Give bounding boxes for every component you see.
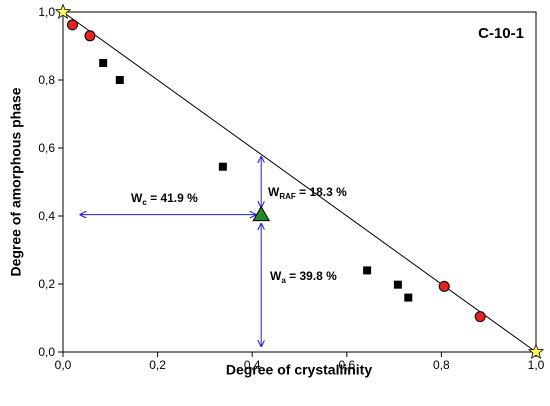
x-tick-label: 0,4 [244, 358, 261, 372]
square-point [99, 59, 108, 67]
y-axis-title: Degree of amorphous phase [8, 87, 24, 276]
square-point [393, 280, 402, 289]
y-tick-label: 0,0 [38, 345, 55, 359]
y-tick-label: 0,2 [38, 277, 55, 291]
reference-line [62, 11, 537, 353]
data-markers [54, 3, 545, 359]
square-point [218, 162, 227, 171]
y-tick-label: 1,0 [38, 5, 55, 19]
annotation-wa: Wa = 39.8 % [270, 269, 337, 285]
plot-frame [62, 11, 537, 353]
x-tick-label: 0,0 [55, 358, 72, 372]
y-tick-label: 0,8 [38, 73, 55, 87]
x-axis-title: Degree of crystallinity [226, 362, 372, 378]
x-tick-label: 1,0 [528, 358, 545, 372]
star-point [54, 3, 72, 19]
annotation-arrows [79, 156, 262, 347]
square-point [404, 293, 413, 302]
circle-point [66, 19, 78, 31]
chart-title: C-10-1 [478, 25, 524, 42]
y-tick-label: 0,6 [38, 141, 55, 155]
square-point [115, 76, 124, 84]
x-tick-label: 0,8 [433, 358, 450, 372]
y-tick-label: 0,4 [38, 209, 55, 223]
annotation-wraf: WRAF = 18.3 % [268, 185, 347, 201]
circle-point [84, 30, 96, 42]
circle-point [438, 280, 450, 292]
x-tick-label: 0,6 [338, 358, 355, 372]
annotation-wc: Wc = 41.9 % [131, 191, 198, 207]
square-point [363, 266, 372, 275]
star-point [527, 343, 545, 359]
circle-point [474, 311, 486, 323]
triangle-point [252, 205, 271, 222]
tick-labels: 0,0 0,2 0,4 0,6 0,8 1,0 0,0 0,2 0,4 0,6 0,8 1,0 [38, 5, 544, 372]
x-tick-label: 0,2 [149, 358, 166, 372]
